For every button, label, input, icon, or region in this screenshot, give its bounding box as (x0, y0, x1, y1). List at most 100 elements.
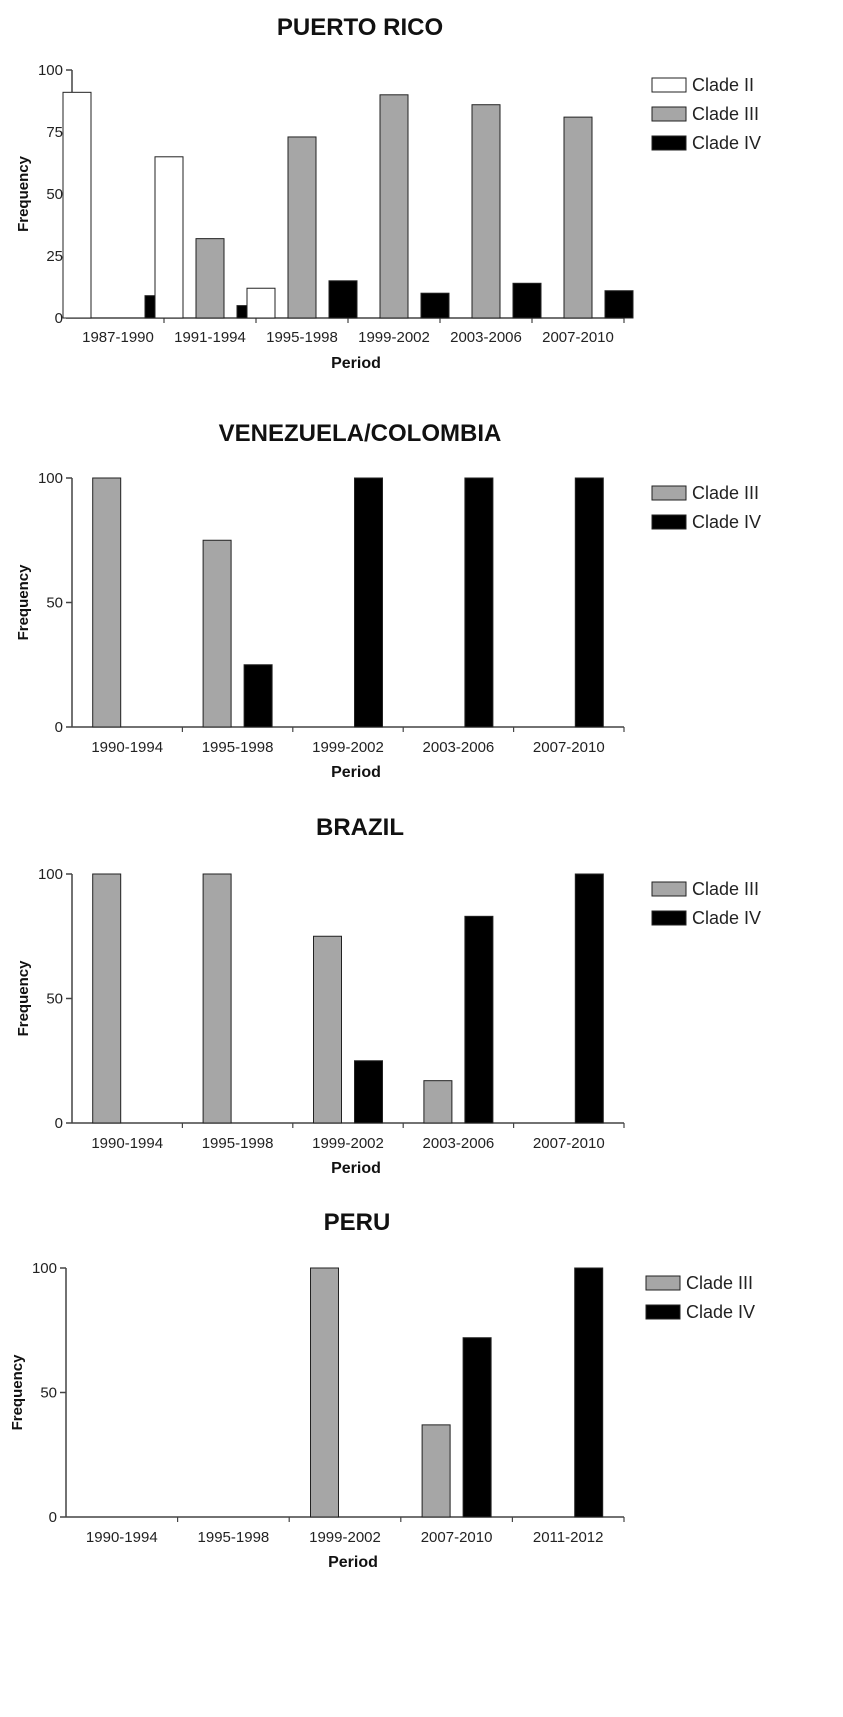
bar-clade-iv-1995-1998 (243, 664, 273, 728)
legend-swatch (651, 485, 687, 501)
y-tick-label: 50 (46, 991, 63, 1008)
x-axis-label: Period (328, 1554, 378, 1571)
x-tick-label: 2007-2010 (533, 1135, 605, 1152)
x-tick-label: 1990-1994 (91, 739, 163, 756)
y-axis-label: Frequency (9, 1354, 26, 1431)
y-tick-label: 0 (55, 310, 63, 327)
chart-legend: Clade II Clade III Clade IV (651, 75, 761, 153)
chart-panel-4: PERU 0 50 100 1990-1994 1995-1998 1999-2002 200… (9, 1209, 755, 1571)
y-tick-label: 100 (38, 470, 63, 487)
y-tick-label: 0 (49, 1509, 57, 1526)
x-tick-label: 2007-2010 (542, 329, 614, 346)
bar-clade-iii-1991-1994 (195, 238, 225, 319)
bar-clade-iv-1999-2002 (420, 292, 450, 319)
x-axis-label: Period (331, 1160, 381, 1177)
x-tick-label: 1990-1994 (86, 1529, 158, 1546)
y-tick-label: 100 (38, 62, 63, 79)
bar-clade-iii-2003-2006 (471, 104, 501, 319)
bar-clade-iii-1999-2002 (310, 1267, 339, 1518)
legend-swatch (651, 106, 687, 122)
bar-clade-iii-1990-1994 (92, 873, 122, 1124)
x-tick-label: 1995-1998 (266, 329, 338, 346)
x-tick-label: 2003-2006 (423, 739, 495, 756)
y-tick-label: 0 (55, 1115, 63, 1132)
chart-title: VENEZUELA/COLOMBIA (219, 420, 502, 447)
x-tick-label: 1987-1990 (82, 329, 154, 346)
y-tick-label: 0 (55, 719, 63, 736)
bar-clade-iii-2003-2006 (423, 1080, 453, 1124)
y-axis-label: Frequency (15, 155, 32, 232)
bar-clade-iv-2003-2006 (512, 282, 542, 319)
bar-clade-iv-2003-2006 (464, 915, 494, 1124)
legend-swatch (651, 881, 687, 897)
legend-label: Clade IV (692, 512, 761, 532)
bar-clade-iii-1995-1998 (202, 873, 232, 1124)
bar-clade-iv-2007-2010 (574, 477, 604, 728)
bar-clade-iii-1999-2002 (379, 94, 409, 319)
bar-clade-iii-2007-2010 (421, 1424, 451, 1518)
bar-clade-iv-1999-2002 (354, 477, 383, 728)
legend-label: Clade II (692, 75, 754, 95)
x-axis-label: Period (331, 764, 381, 781)
x-tick-label: 2007-2010 (421, 1529, 493, 1546)
bar-clade-iii-2007-2010 (563, 116, 593, 319)
legend-swatch (651, 77, 687, 93)
legend-swatch (651, 514, 687, 530)
legend-label: Clade IV (692, 908, 761, 928)
bar-clade-iv-2011-2012 (574, 1267, 604, 1518)
legend-label: Clade III (692, 879, 759, 899)
y-tick-label: 50 (40, 1385, 57, 1402)
chart-legend: Clade III Clade IV (651, 879, 761, 928)
legend-swatch (645, 1275, 681, 1291)
x-tick-label: 2003-2006 (423, 1135, 495, 1152)
chart-legend: Clade III Clade IV (651, 483, 761, 532)
legend-label: Clade III (686, 1273, 753, 1293)
chart-title: BRAZIL (316, 814, 404, 841)
x-tick-label: 2007-2010 (533, 739, 605, 756)
x-axis-label: Period (331, 355, 381, 372)
legend-label: Clade III (692, 483, 759, 503)
chart-title: PERU (324, 1209, 391, 1236)
bar-clade-ii-1991-1994 (154, 156, 184, 319)
chart-legend: Clade III Clade IV (645, 1273, 755, 1322)
x-tick-label: 1990-1994 (91, 1135, 163, 1152)
y-tick-label: 100 (38, 866, 63, 883)
chart-panel-2: VENEZUELA/COLOMBIA 0 50 100 1990-1994 1995-19… (15, 420, 761, 781)
bar-clade-iii-1995-1998 (287, 136, 317, 319)
legend-swatch (651, 910, 687, 926)
x-tick-label: 1991-1994 (174, 329, 246, 346)
x-tick-label: 1995-1998 (202, 739, 274, 756)
x-tick-label: 1995-1998 (198, 1529, 270, 1546)
bar-clade-iv-2007-2010 (604, 290, 634, 319)
legend-swatch (645, 1304, 681, 1320)
y-axis-label: Frequency (15, 564, 32, 641)
bar-clade-iv-2003-2006 (464, 477, 494, 728)
bar-clade-iv-1999-2002 (354, 1060, 383, 1124)
x-tick-label: 1995-1998 (202, 1135, 274, 1152)
bar-clade-ii-1987-1990 (62, 91, 92, 319)
y-axis-label: Frequency (15, 960, 32, 1037)
x-tick-label: 1999-2002 (312, 739, 384, 756)
y-tick-label: 75 (46, 124, 63, 141)
y-tick-label: 100 (32, 1260, 57, 1277)
bar-clade-iii-1990-1994 (92, 477, 122, 728)
bar-clade-iv-1995-1998 (328, 280, 358, 319)
bar-clade-ii-1995-1998 (246, 287, 276, 319)
x-tick-label: 1999-2002 (309, 1529, 381, 1546)
y-tick-label: 50 (46, 186, 63, 203)
chart-panel-1: PUERTO RICO 0 25 50 75 100 1987-1990 1991-1994 1… (15, 14, 761, 372)
legend-label: Clade IV (692, 133, 761, 153)
chart-title: PUERTO RICO (277, 14, 443, 41)
legend-label: Clade III (692, 104, 759, 124)
bar-clade-iv-2007-2010 (462, 1337, 492, 1518)
legend-swatch (651, 135, 687, 151)
x-tick-label: 2011-2012 (533, 1529, 604, 1546)
bar-clade-iii-1995-1998 (202, 539, 232, 728)
x-tick-label: 2003-2006 (450, 329, 522, 346)
bar-clade-iii-1999-2002 (313, 935, 342, 1124)
x-tick-label: 1999-2002 (358, 329, 430, 346)
y-tick-label: 25 (46, 248, 63, 265)
y-tick-label: 50 (46, 595, 63, 612)
